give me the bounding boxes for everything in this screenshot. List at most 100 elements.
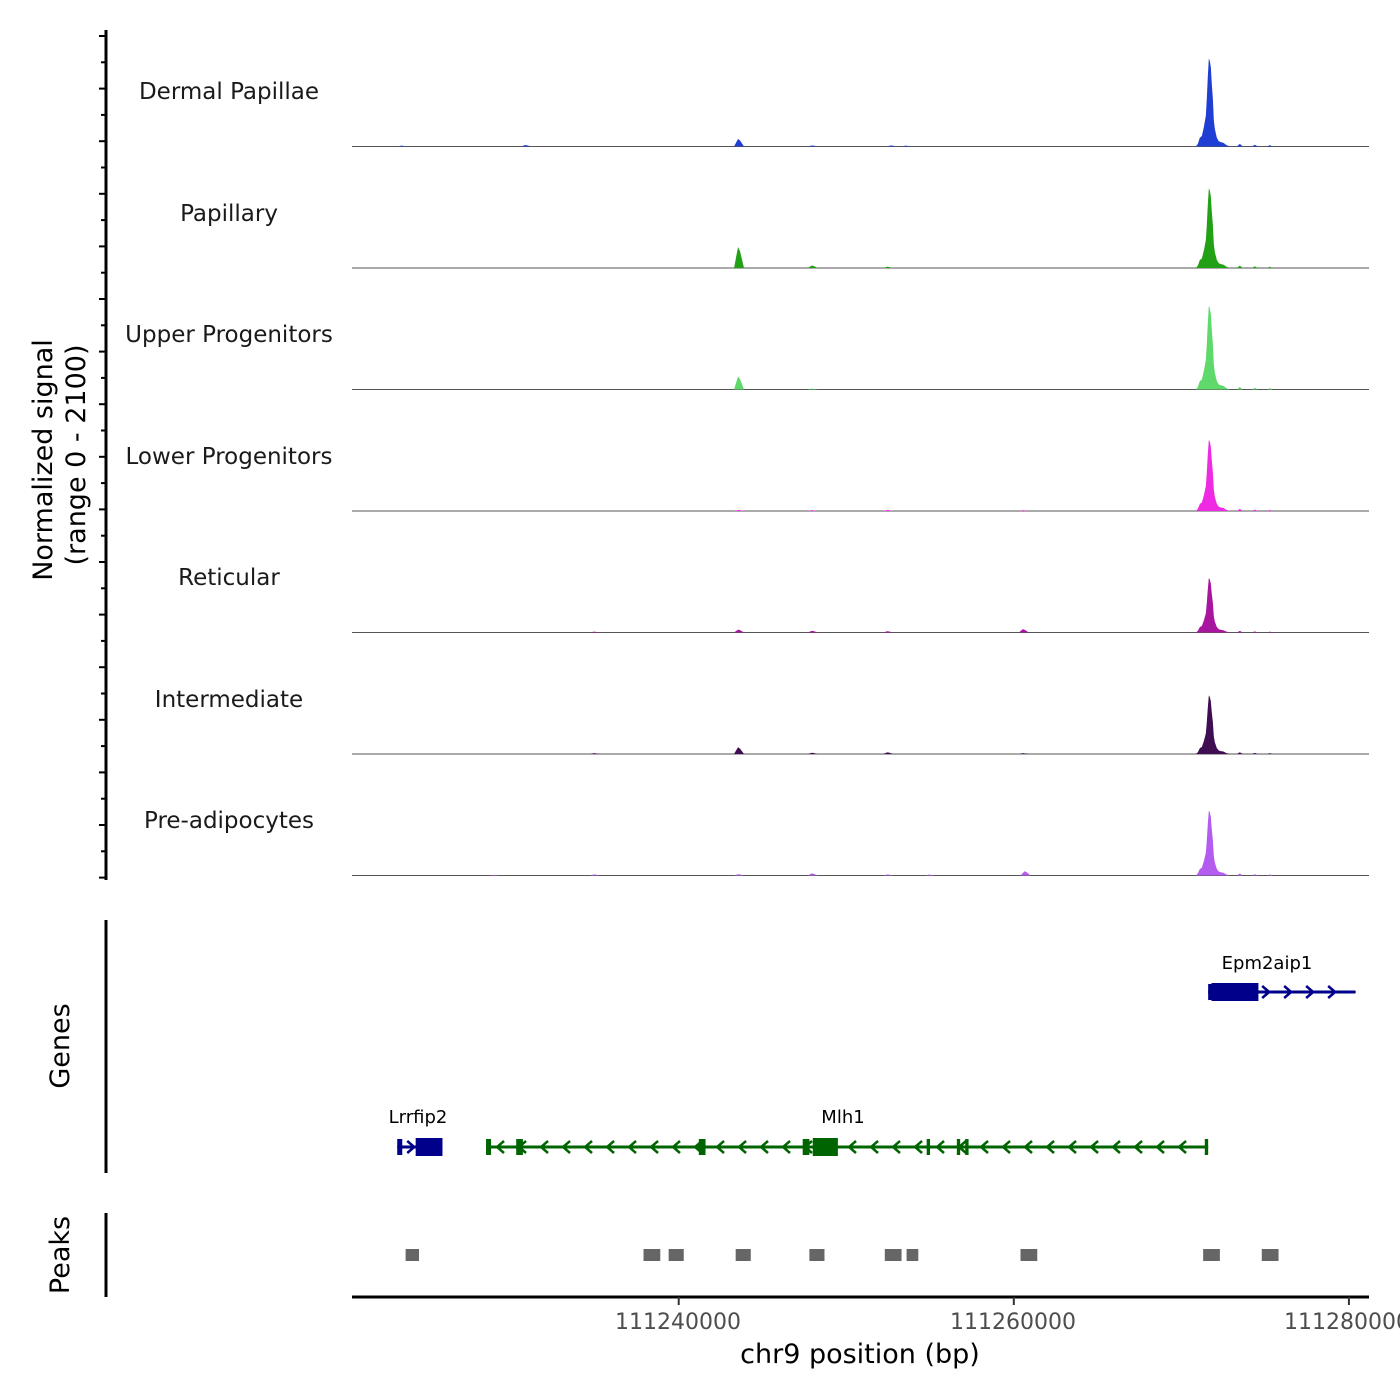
track-intermediate <box>352 695 1369 755</box>
y-axis-title-line1: Normalized signal <box>28 339 59 581</box>
gene-exon <box>965 1139 969 1155</box>
track-lower-progenitors <box>352 439 1369 512</box>
track-minor-peak <box>589 874 600 876</box>
track-main-peak <box>1193 810 1234 876</box>
track-minor-peak <box>886 145 897 147</box>
gene-strand-arrow <box>539 1140 549 1154</box>
gene-strand-arrow <box>627 1140 637 1154</box>
gene-exon <box>698 1139 706 1155</box>
gene-strand-arrow <box>561 1140 571 1154</box>
track-upper-progenitors <box>352 305 1369 390</box>
track-minor-peak <box>397 145 408 147</box>
track-minor-peak <box>521 145 532 147</box>
gene-strand-arrow <box>605 1140 615 1154</box>
gene-strand-arrow <box>715 1140 725 1154</box>
track-tail-spike <box>1236 752 1243 754</box>
gene-strand-arrow <box>847 1140 857 1154</box>
gene-strand-arrow <box>1327 985 1338 999</box>
track-tail-spike <box>1236 143 1243 147</box>
track-main-peak <box>1193 439 1234 511</box>
track-tail-spike <box>1236 873 1243 876</box>
gene-strand-arrow <box>1111 1140 1121 1154</box>
gene-strand-arrow <box>649 1140 659 1154</box>
track-label-pre-adipocytes: Pre-adipocytes <box>144 808 314 834</box>
track-minor-peak <box>589 631 600 633</box>
gene-strand-arrow <box>1089 1140 1099 1154</box>
gene-strand-arrow <box>1045 1140 1055 1154</box>
track-minor-peak <box>734 376 745 390</box>
peak-region <box>668 1249 684 1261</box>
gene-exon <box>1208 984 1212 1000</box>
genes-track <box>397 983 1356 1156</box>
peak-region <box>809 1249 825 1261</box>
track-tail-spike <box>1251 144 1258 147</box>
gene-epm2aip1 <box>1208 983 1356 1001</box>
gene-exon <box>956 1139 961 1155</box>
gene-strand-arrow <box>1261 985 1272 999</box>
gene-exon <box>1204 1139 1209 1155</box>
track-minor-peak <box>807 265 818 268</box>
gene-mlh1 <box>486 1138 1209 1156</box>
gene-strand-arrow <box>979 1140 989 1154</box>
track-minor-peak <box>883 874 894 876</box>
track-minor-peak <box>883 509 894 511</box>
gene-strand-arrow <box>935 1140 945 1154</box>
x-tick-label-2: 111260000 <box>950 1310 1076 1335</box>
gene-label-mlh1: Mlh1 <box>821 1107 864 1128</box>
peak-region <box>906 1249 919 1261</box>
track-main-peak <box>1193 305 1234 390</box>
gene-strand-arrow <box>1067 1140 1077 1154</box>
track-minor-peak <box>807 873 818 876</box>
track-pre-adipocytes <box>352 810 1369 876</box>
gene-strand-arrow <box>737 1140 747 1154</box>
gene-strand-arrow <box>913 1140 923 1154</box>
gene-exon <box>486 1139 492 1155</box>
peaks-track <box>405 1249 1279 1261</box>
gene-exon <box>812 1138 838 1156</box>
peaks-track-title: Peaks <box>45 1216 76 1294</box>
track-label-reticular: Reticular <box>178 565 280 591</box>
track-tail-spike <box>1236 508 1243 511</box>
track-minor-peak <box>925 874 936 876</box>
track-minor-peak <box>589 753 600 754</box>
gene-strand-arrow <box>869 1140 879 1154</box>
track-minor-peak <box>734 874 745 876</box>
track-minor-peak <box>883 752 894 754</box>
track-minor-peak <box>807 145 818 147</box>
gene-strand-arrow <box>1001 1140 1011 1154</box>
track-minor-peak <box>807 388 818 390</box>
peak-region <box>1261 1249 1279 1261</box>
gene-strand-arrow <box>406 1140 417 1154</box>
gene-strand-arrow <box>495 1140 505 1154</box>
gene-exon <box>802 1139 810 1155</box>
track-main-peak <box>1193 578 1234 633</box>
gene-strand-arrow <box>891 1140 901 1154</box>
track-tail-spike <box>1236 386 1243 390</box>
track-reticular <box>352 578 1369 633</box>
gene-strand-arrow <box>1133 1140 1143 1154</box>
gene-strand-arrow <box>583 1140 593 1154</box>
track-tail-spike <box>1266 874 1273 876</box>
track-minor-peak <box>1018 753 1029 754</box>
gene-strand-arrow <box>1283 985 1294 999</box>
track-main-peak <box>1193 188 1234 268</box>
track-tail-spike <box>1236 265 1243 268</box>
gene-strand-arrow <box>759 1140 769 1154</box>
gene-strand-arrow <box>1023 1140 1033 1154</box>
track-tail-spike <box>1251 752 1258 754</box>
track-minor-peak <box>1018 510 1029 511</box>
track-label-dermal-papillae: Dermal Papillae <box>139 79 319 105</box>
track-minor-peak <box>807 752 818 754</box>
gene-strand-arrow <box>1305 985 1316 999</box>
track-dermal-papillae <box>352 58 1369 147</box>
gene-exon <box>516 1139 523 1155</box>
gene-lrrfip2 <box>397 1138 443 1156</box>
signal-axis-ticks <box>99 35 106 879</box>
track-tail-spike <box>1266 145 1273 147</box>
gene-exon <box>397 1139 403 1155</box>
track-papillary <box>352 188 1369 269</box>
track-tail-spike <box>1251 266 1258 268</box>
track-tail-spike <box>1251 631 1258 633</box>
track-minor-peak <box>734 138 745 147</box>
gene-strand-arrow <box>1155 1140 1165 1154</box>
